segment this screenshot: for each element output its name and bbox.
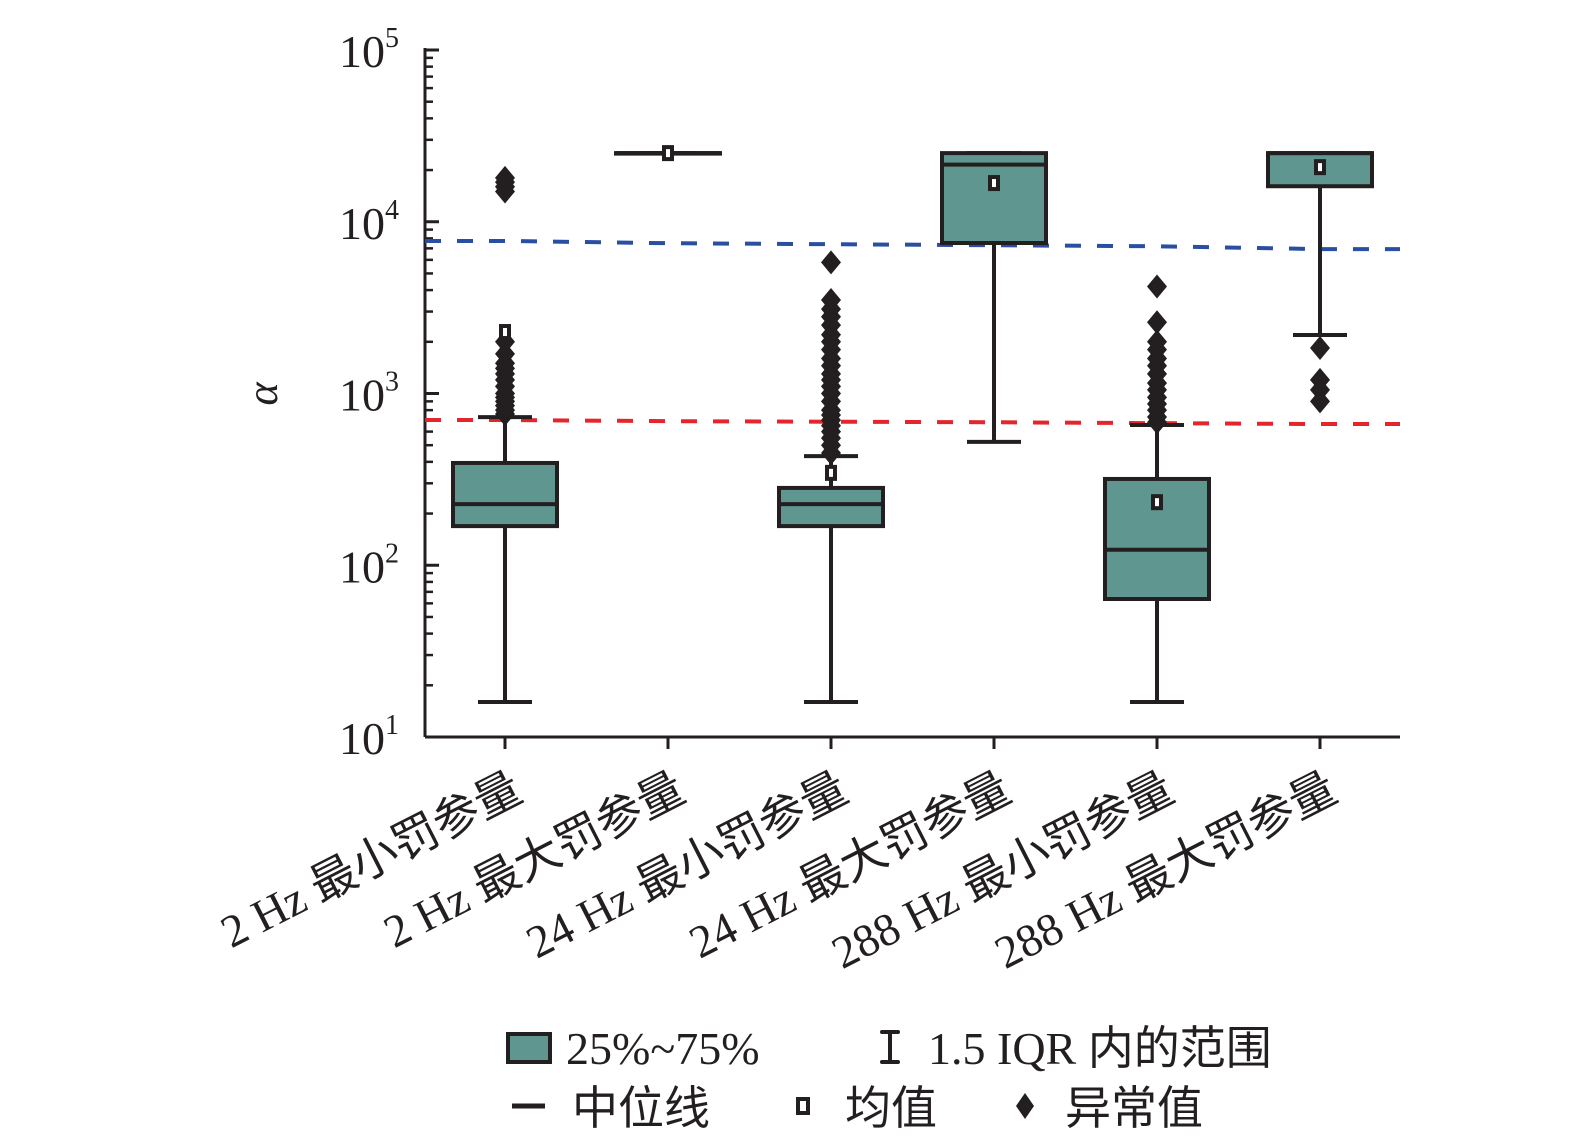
boxes [451, 145, 1374, 704]
box-group [1103, 274, 1211, 704]
y-tick-exponent: 1 [385, 710, 399, 741]
y-tick-exponent: 5 [385, 23, 399, 54]
reference-lines [425, 238, 1400, 427]
outlier-point [821, 250, 841, 275]
box-group [1266, 151, 1374, 414]
legend-whisker-icon [880, 1030, 900, 1064]
y-tick-label: 10 [339, 198, 385, 249]
box-group [940, 151, 1048, 444]
reference-line-red [425, 417, 1400, 427]
y-tick-label: 10 [339, 370, 385, 421]
legend-label-median: 中位线 [572, 1083, 710, 1134]
mean-marker [1314, 159, 1326, 176]
mean-marker [988, 175, 1000, 192]
mean-marker [499, 324, 511, 341]
reference-line-blue [425, 238, 1400, 252]
y-tick-exponent: 3 [385, 367, 399, 398]
iqr-box [940, 151, 1048, 246]
legend-box-swatch [506, 1032, 552, 1064]
legend-diamond-icon [1016, 1093, 1034, 1119]
legend-label-whisker: 1.5 IQR 内的范围 [928, 1023, 1272, 1074]
iqr-box [451, 460, 559, 529]
mean-marker [662, 145, 674, 162]
legend-label-outlier: 异常值 [1065, 1083, 1203, 1134]
y-tick-label: 10 [339, 713, 385, 764]
outlier-point [495, 341, 515, 366]
outlier-point [1310, 367, 1330, 392]
y-tick-exponent: 4 [385, 195, 399, 226]
legend-label-box: 25%~75% [566, 1023, 760, 1074]
y-tick-label: 10 [339, 541, 385, 592]
mean-marker [825, 464, 837, 481]
legend-label-mean: 均值 [845, 1083, 937, 1134]
y-tick-exponent: 2 [385, 538, 399, 569]
box-group [777, 250, 885, 704]
outlier-point [1147, 274, 1167, 299]
legend-mean-icon [796, 1097, 810, 1115]
outlier-point [1310, 336, 1330, 361]
outlier-point [495, 165, 515, 190]
outlier-point [821, 288, 841, 313]
mean-marker [1151, 494, 1163, 511]
box-group [451, 165, 559, 704]
y-axis-label: α [238, 382, 287, 406]
outlier-point [1147, 310, 1167, 335]
box-group [614, 145, 722, 162]
outlier-point [1147, 329, 1167, 354]
legend: 25%~75% 1.5 IQR 内的范围 中位线 均值 异常值 [506, 1023, 1272, 1134]
y-tick-label: 10 [339, 26, 385, 77]
iqr-box [777, 485, 885, 529]
